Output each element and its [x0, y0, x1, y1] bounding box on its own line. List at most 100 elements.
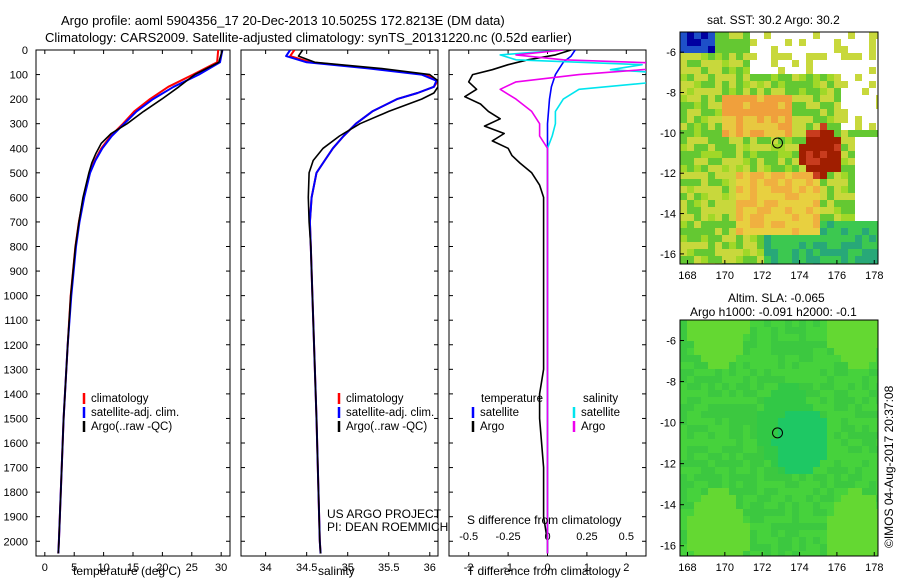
map-cell — [869, 488, 877, 496]
map-cell — [764, 53, 772, 61]
map-cell — [806, 432, 814, 440]
map-cell — [743, 39, 751, 47]
map-cell — [736, 39, 744, 47]
map-cell — [736, 67, 744, 75]
map-cell — [806, 495, 814, 503]
map-cell — [771, 172, 779, 180]
map-cell — [764, 523, 772, 531]
map-cell — [778, 200, 786, 208]
map-cell — [862, 327, 870, 335]
map-cell — [694, 411, 702, 419]
map-cell — [799, 439, 807, 447]
map-cell — [827, 341, 835, 349]
map-cell — [701, 53, 709, 61]
map-cell — [869, 179, 877, 187]
map-cell — [806, 221, 814, 229]
map-cell — [680, 530, 688, 538]
map-cell — [827, 207, 835, 215]
map-cell — [778, 158, 786, 166]
depth-tick-label: 1500 — [4, 413, 28, 425]
map-cell — [729, 327, 737, 335]
map-cell — [708, 516, 716, 524]
map-cell — [834, 109, 842, 117]
map-cell — [771, 355, 779, 363]
map-cell — [729, 341, 737, 349]
map-cell — [708, 256, 716, 264]
map-cell — [680, 95, 688, 103]
map-cell — [687, 242, 695, 250]
map-cell — [841, 467, 849, 475]
map-cell — [876, 109, 878, 117]
map-cell — [771, 81, 779, 89]
map-cell — [785, 186, 793, 194]
map-cell — [743, 488, 751, 496]
map-cell — [722, 404, 730, 412]
map-cell — [680, 123, 688, 131]
map-cell — [848, 355, 856, 363]
x-tick-label: -2 — [464, 562, 474, 574]
map-x-tick-label: 172 — [753, 562, 771, 574]
map-cell — [799, 151, 807, 159]
map-cell — [729, 495, 737, 503]
map-cell — [743, 200, 751, 208]
map-cell — [764, 116, 772, 124]
map-cell — [813, 502, 821, 510]
map-cell — [778, 95, 786, 103]
map-cell — [750, 256, 758, 264]
map-cell — [792, 256, 800, 264]
map-cell — [841, 474, 849, 482]
map-cell — [778, 53, 786, 61]
map-cell — [862, 60, 870, 68]
map-cell — [764, 439, 772, 447]
map-y-tick-label: -12 — [660, 168, 676, 180]
map-cell — [715, 460, 723, 468]
map-cell — [862, 453, 870, 461]
map-cell — [876, 530, 878, 538]
map-cell — [694, 60, 702, 68]
map-cell — [869, 81, 877, 89]
map-cell — [799, 137, 807, 145]
map-cell — [750, 193, 758, 201]
map-cell — [694, 488, 702, 496]
map-cell — [820, 516, 828, 524]
map-cell — [841, 165, 849, 173]
map-cells — [680, 32, 878, 264]
map-cell — [701, 390, 709, 398]
map-cell — [869, 172, 877, 180]
map-cell — [806, 158, 814, 166]
sla-map-subtitle: Argo h1000: -0.091 h2000: -0.1 — [690, 305, 857, 319]
map-cell — [771, 397, 779, 405]
map-cell — [799, 116, 807, 124]
map-cell — [827, 383, 835, 391]
legend-label: satellite-adj. clim. — [91, 407, 179, 419]
map-cell — [834, 242, 842, 250]
map-cell — [841, 186, 849, 194]
map-cell — [855, 88, 863, 96]
map-cell — [785, 74, 793, 82]
map-cell — [827, 320, 835, 328]
map-cell — [862, 418, 870, 426]
map-cell — [764, 228, 772, 236]
map-cell — [820, 488, 828, 496]
map-cell — [841, 88, 849, 96]
map-cell — [876, 495, 878, 503]
map-cell — [694, 397, 702, 405]
map-cell — [750, 502, 758, 510]
map-cell — [687, 523, 695, 531]
map-cell — [813, 341, 821, 349]
map-cell — [841, 460, 849, 468]
map-cell — [764, 158, 772, 166]
map-cell — [743, 453, 751, 461]
map-cell — [687, 453, 695, 461]
map-cell — [729, 439, 737, 447]
map-cell — [820, 355, 828, 363]
map-cell — [771, 221, 779, 229]
map-cell — [729, 460, 737, 468]
map-cell — [841, 516, 849, 524]
map-cell — [680, 53, 688, 61]
map-cell — [715, 39, 723, 47]
map-cell — [715, 439, 723, 447]
map-cell — [687, 369, 695, 377]
map-cell — [862, 74, 870, 82]
map-cell — [799, 144, 807, 152]
